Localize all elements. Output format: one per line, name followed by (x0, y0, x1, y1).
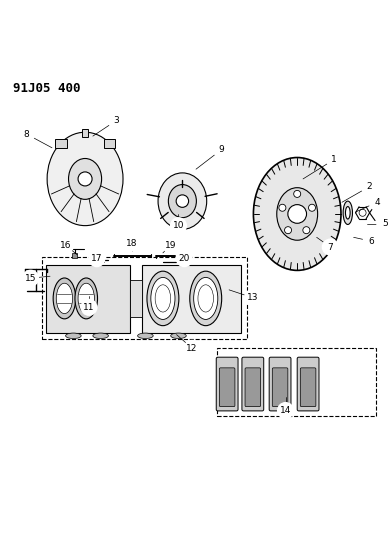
Circle shape (322, 238, 339, 256)
Ellipse shape (69, 158, 102, 199)
Text: 2: 2 (367, 182, 372, 191)
Ellipse shape (190, 271, 222, 326)
Ellipse shape (75, 278, 98, 319)
Ellipse shape (151, 277, 175, 319)
FancyBboxPatch shape (242, 357, 264, 411)
Text: 14: 14 (280, 406, 291, 415)
Text: 4: 4 (374, 198, 380, 207)
Ellipse shape (78, 283, 94, 313)
Circle shape (294, 190, 301, 197)
Ellipse shape (138, 333, 153, 338)
FancyBboxPatch shape (272, 368, 288, 407)
FancyBboxPatch shape (245, 368, 261, 407)
Bar (55, 139, 67, 148)
Text: 18: 18 (126, 239, 138, 248)
Text: 15: 15 (25, 273, 36, 282)
Circle shape (285, 227, 292, 233)
Text: 7: 7 (327, 243, 333, 252)
Text: 20: 20 (179, 254, 190, 263)
Text: 91J05 400: 91J05 400 (13, 82, 81, 95)
Circle shape (363, 232, 380, 250)
Circle shape (213, 141, 230, 158)
Text: 13: 13 (247, 293, 258, 302)
Circle shape (162, 237, 179, 254)
Circle shape (277, 402, 294, 419)
Ellipse shape (343, 201, 352, 224)
Circle shape (78, 172, 92, 186)
FancyBboxPatch shape (297, 357, 319, 411)
Ellipse shape (65, 333, 81, 338)
Text: 3: 3 (113, 116, 119, 125)
Circle shape (368, 193, 386, 211)
Circle shape (22, 270, 39, 287)
Circle shape (170, 217, 187, 234)
Text: 10: 10 (173, 221, 184, 230)
Ellipse shape (158, 173, 207, 229)
Text: 1: 1 (331, 155, 337, 164)
Ellipse shape (53, 278, 76, 319)
Circle shape (376, 215, 392, 232)
Text: 9: 9 (218, 145, 224, 154)
Bar (82, 129, 88, 137)
Circle shape (57, 237, 74, 254)
Text: 6: 6 (368, 237, 374, 246)
Ellipse shape (147, 271, 179, 326)
Circle shape (183, 340, 201, 357)
Circle shape (18, 126, 35, 143)
Bar (72, 253, 77, 257)
Circle shape (361, 178, 378, 195)
FancyBboxPatch shape (46, 264, 130, 333)
Circle shape (326, 151, 343, 168)
Circle shape (279, 204, 286, 211)
Circle shape (176, 250, 193, 267)
Text: 16: 16 (60, 240, 71, 249)
Text: 11: 11 (83, 303, 95, 312)
Circle shape (123, 235, 140, 252)
Bar (130, 280, 142, 317)
Circle shape (108, 112, 125, 129)
Circle shape (288, 205, 307, 223)
Bar (218, 348, 376, 416)
Ellipse shape (277, 188, 318, 240)
Ellipse shape (93, 333, 109, 338)
Bar (103, 139, 115, 148)
Text: 5: 5 (382, 219, 388, 228)
Ellipse shape (194, 277, 218, 319)
Ellipse shape (171, 333, 186, 338)
Circle shape (80, 299, 98, 316)
Ellipse shape (169, 184, 196, 217)
Text: 19: 19 (165, 240, 176, 249)
Circle shape (303, 227, 310, 233)
Text: 8: 8 (24, 130, 29, 139)
Circle shape (88, 250, 105, 267)
FancyBboxPatch shape (220, 368, 235, 407)
Circle shape (176, 195, 189, 207)
FancyBboxPatch shape (142, 264, 241, 333)
Text: 12: 12 (187, 344, 198, 353)
Ellipse shape (345, 207, 350, 219)
Ellipse shape (47, 132, 123, 225)
Ellipse shape (253, 158, 341, 270)
FancyBboxPatch shape (216, 357, 238, 411)
Text: 17: 17 (91, 254, 102, 263)
Circle shape (309, 204, 316, 211)
Circle shape (244, 289, 261, 306)
FancyBboxPatch shape (269, 357, 291, 411)
Ellipse shape (56, 283, 73, 313)
FancyBboxPatch shape (300, 368, 316, 407)
Bar (42, 257, 247, 338)
